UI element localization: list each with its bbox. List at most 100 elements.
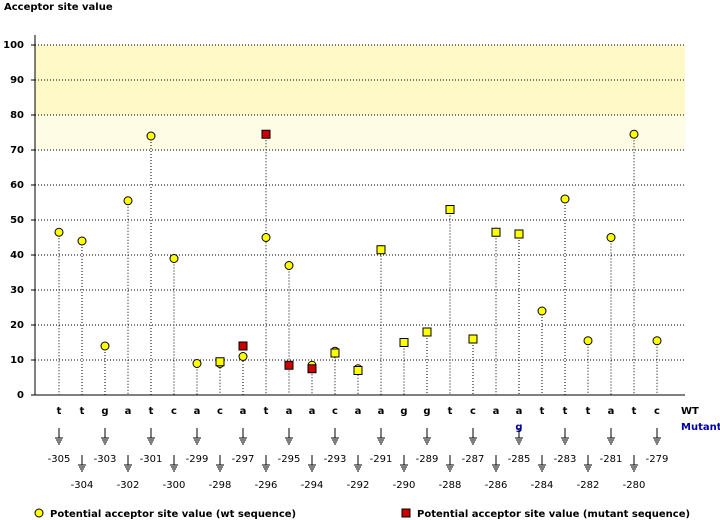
y-tick-label: 30 — [10, 285, 24, 296]
x-tick-label: -287 — [462, 454, 485, 465]
y-tick-label: 60 — [10, 180, 24, 191]
x-tick-label: -300 — [163, 480, 186, 491]
x-tick-label: -281 — [600, 454, 623, 465]
wt-base: t — [57, 406, 62, 417]
x-tick-label: -305 — [48, 454, 71, 465]
x-tick-label: -297 — [232, 454, 255, 465]
y-tick-label: 0 — [17, 390, 24, 401]
wt-base: a — [309, 406, 316, 417]
wt-point — [629, 129, 639, 139]
wt-base: a — [194, 406, 201, 417]
y-tick-label: 70 — [10, 145, 24, 156]
x-tick-label: -295 — [278, 454, 301, 465]
mutant-point — [353, 366, 363, 375]
y-axis-label: Acceptor site value — [4, 2, 113, 13]
wt-base: t — [563, 406, 568, 417]
mutant-point — [376, 245, 386, 255]
mutant-point — [307, 364, 317, 374]
wt-base: a — [286, 406, 293, 417]
wt-point — [583, 336, 593, 346]
wt-base: c — [217, 406, 223, 417]
mutant-point — [422, 327, 432, 337]
wt-point — [560, 194, 570, 204]
x-tick-label: -285 — [508, 454, 531, 465]
highlight-band — [35, 115, 685, 150]
wt-base: g — [423, 406, 430, 417]
x-tick-label: -283 — [554, 454, 577, 465]
mutant-point — [514, 229, 524, 239]
x-tick-label: -298 — [209, 480, 232, 491]
x-tick-label: -279 — [646, 454, 669, 465]
mutant-point — [468, 334, 478, 344]
y-tick-label: 10 — [10, 355, 24, 366]
wt-point — [284, 261, 294, 270]
x-tick-label: -296 — [255, 480, 278, 491]
wt-base: g — [101, 406, 108, 417]
y-tick-label: 90 — [10, 75, 24, 86]
wt-point — [537, 306, 547, 316]
x-tick-label: -286 — [485, 480, 508, 491]
wt-base: g — [400, 406, 407, 417]
x-tick-label: -290 — [393, 480, 416, 491]
wt-point — [606, 233, 616, 242]
wt-base: a — [493, 406, 500, 417]
wt-base: t — [540, 406, 545, 417]
wt-base: c — [332, 406, 338, 417]
wt-base: t — [448, 406, 453, 417]
mutant-point — [284, 360, 294, 370]
wt-base: a — [516, 406, 523, 417]
wt-base: t — [632, 406, 637, 417]
y-tick-label: 20 — [10, 320, 24, 331]
wt-base: c — [654, 406, 660, 417]
mutant-row-label: Mutant — [681, 422, 720, 433]
mutant-point — [238, 341, 248, 351]
x-tick-label: -301 — [140, 454, 163, 465]
x-tick-label: -304 — [71, 480, 94, 491]
x-tick-label: -280 — [623, 480, 646, 491]
x-tick-label: -282 — [577, 480, 600, 491]
legend-marker — [34, 508, 44, 518]
wt-base: c — [171, 406, 177, 417]
x-tick-label: -291 — [370, 454, 393, 465]
x-tick-label: -303 — [94, 454, 117, 465]
wt-base: t — [149, 406, 154, 417]
wt-base: c — [470, 406, 476, 417]
x-tick-label: -284 — [531, 480, 554, 491]
wt-row-label: WT — [681, 406, 699, 417]
legend-marker — [401, 508, 411, 518]
wt-base: a — [240, 406, 247, 417]
wt-base: a — [355, 406, 362, 417]
wt-base: a — [608, 406, 615, 417]
mutant-point — [445, 205, 455, 214]
x-tick-label: -288 — [439, 480, 462, 491]
x-tick-label: -302 — [117, 480, 140, 491]
x-tick-label: -292 — [347, 480, 370, 491]
mutant-point — [261, 129, 271, 139]
x-tick-label: -294 — [301, 480, 324, 491]
wt-base: a — [378, 406, 385, 417]
x-tick-label: -299 — [186, 454, 209, 465]
mutant-base: g — [515, 422, 522, 433]
wt-point — [192, 359, 202, 368]
wt-point — [100, 341, 110, 351]
y-tick-label: 40 — [10, 250, 24, 261]
y-tick-label: 50 — [10, 215, 24, 226]
legend-label: Potential acceptor site value (mutant se… — [417, 509, 690, 520]
x-tick-label: -293 — [324, 454, 347, 465]
legend-label: Potential acceptor site value (wt sequen… — [50, 509, 296, 520]
mutant-point — [491, 227, 501, 237]
wt-point — [77, 236, 87, 246]
wt-point — [261, 233, 271, 242]
y-tick-label: 100 — [3, 40, 24, 51]
wt-base: t — [586, 406, 591, 417]
mutant-point — [330, 348, 340, 358]
wt-point — [238, 352, 248, 361]
x-tick-label: -289 — [416, 454, 439, 465]
wt-point — [146, 131, 156, 141]
wt-point — [123, 196, 133, 206]
wt-base: a — [125, 406, 132, 417]
wt-base: t — [80, 406, 85, 417]
wt-point — [54, 227, 64, 237]
mutant-point — [399, 338, 409, 347]
